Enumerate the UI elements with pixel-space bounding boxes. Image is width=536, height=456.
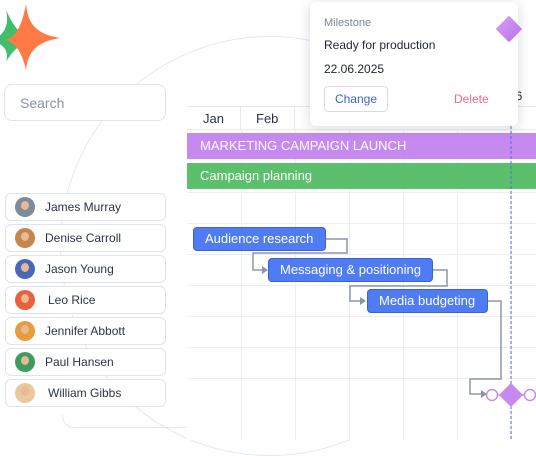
grid-line (187, 254, 536, 255)
popup-milestone-date: 22.06.2025 (324, 62, 385, 76)
change-button[interactable]: Change (324, 86, 388, 112)
assignee-item[interactable]: William Gibbs (5, 379, 166, 407)
popup-type-label: Milestone (324, 17, 372, 29)
avatar (15, 228, 35, 248)
grid-line (187, 316, 536, 317)
avatar (15, 290, 35, 310)
avatar (15, 197, 35, 217)
task-bar[interactable]: Audience research (193, 227, 326, 251)
avatar (15, 321, 35, 341)
task-bar[interactable]: Media budgeting (367, 289, 488, 313)
delete-button[interactable]: Delete (454, 92, 489, 106)
month-label: Jan (187, 107, 241, 130)
grid-line (187, 347, 536, 348)
assignee-item[interactable]: Paul Hansen (5, 348, 166, 376)
grid-line (187, 192, 536, 193)
app-logo (0, 4, 60, 70)
search-placeholder: Search (20, 94, 65, 111)
assignee-item[interactable]: Jason Young (5, 255, 166, 283)
grid-line (187, 285, 536, 286)
grid-line (187, 223, 536, 224)
summary-bar[interactable]: Campaign planning (187, 163, 536, 189)
assignee-name: William Gibbs (48, 386, 122, 400)
assignee-name: Jennifer Abbott (45, 324, 126, 338)
task-bar[interactable]: Messaging & positioning (268, 258, 433, 282)
avatar (15, 383, 35, 403)
assignee-name: Denise Carroll (45, 231, 122, 245)
month-label: Feb (241, 107, 295, 130)
milestone-popup: Milestone Ready for production 22.06.202… (310, 2, 518, 126)
assignee-item[interactable]: Leo Rice (5, 286, 166, 314)
assignee-name: Jason Young (45, 262, 114, 276)
avatar (15, 259, 35, 279)
panel-outline (62, 415, 193, 428)
search-input[interactable]: Search (4, 84, 166, 121)
assignee-item[interactable]: Denise Carroll (5, 224, 166, 252)
assignee-name: Leo Rice (48, 293, 96, 307)
grid-line (187, 378, 536, 379)
assignee-item[interactable]: Jennifer Abbott (5, 317, 166, 345)
project-bar[interactable]: MARKETING CAMPAIGN LAUNCH (187, 133, 536, 159)
avatar (15, 352, 35, 372)
popup-milestone-name: Ready for production (324, 38, 436, 52)
assignee-name: James Murray (45, 200, 122, 214)
logo-orange-shape (6, 4, 60, 70)
assignee-item[interactable]: James Murray (5, 193, 166, 221)
assignee-name: Paul Hansen (45, 355, 114, 369)
milestone-icon (494, 14, 524, 44)
